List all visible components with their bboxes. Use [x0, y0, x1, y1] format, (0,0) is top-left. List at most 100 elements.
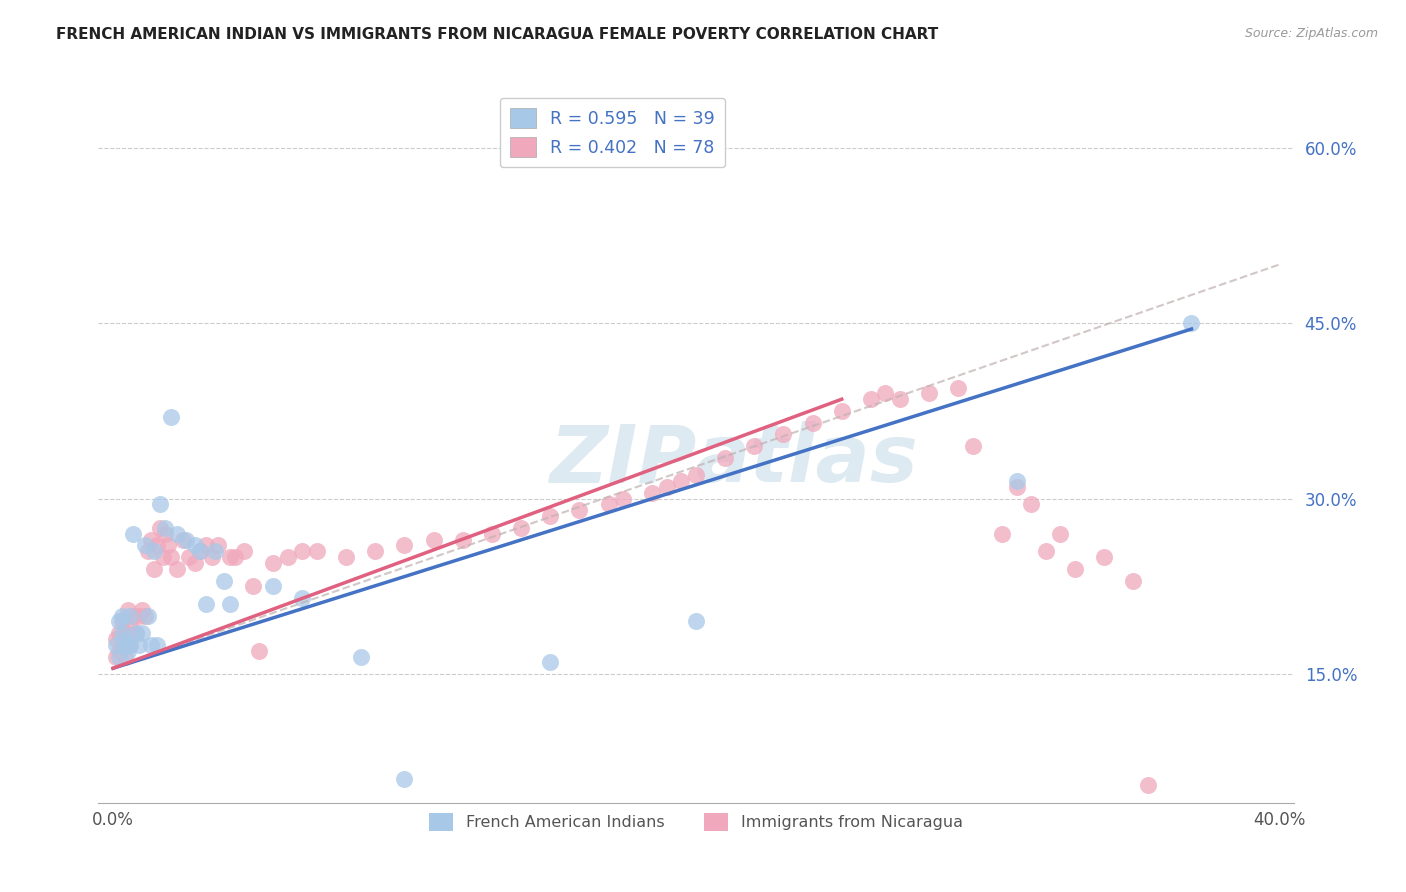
Point	[136, 608, 159, 623]
Point	[350, 649, 373, 664]
Point	[120, 638, 142, 652]
Point	[218, 550, 240, 565]
Point	[149, 521, 172, 535]
Point	[1019, 498, 1042, 512]
Point	[114, 626, 136, 640]
Text: atlas: atlas	[696, 421, 918, 500]
Point	[155, 521, 177, 535]
Point	[120, 608, 142, 623]
Text: ZIP: ZIP	[548, 421, 696, 500]
Point	[142, 562, 165, 576]
Point	[128, 608, 150, 623]
Point	[685, 468, 707, 483]
Point	[190, 544, 212, 558]
Point	[117, 603, 139, 617]
Point	[195, 597, 218, 611]
Point	[451, 533, 474, 547]
Point	[598, 498, 620, 512]
Point	[1049, 526, 1071, 541]
Point	[149, 498, 172, 512]
Point	[218, 597, 240, 611]
Point	[104, 649, 127, 664]
Point	[772, 427, 794, 442]
Point	[207, 538, 229, 552]
Point	[291, 544, 314, 558]
Point	[155, 526, 177, 541]
Point	[262, 579, 284, 593]
Point	[962, 439, 984, 453]
Point	[139, 638, 162, 652]
Point	[183, 556, 205, 570]
Point	[111, 626, 134, 640]
Point	[204, 544, 226, 558]
Point	[152, 550, 174, 565]
Point	[394, 772, 416, 787]
Point	[1180, 316, 1202, 330]
Point	[481, 526, 503, 541]
Point	[122, 608, 145, 623]
Point	[157, 538, 180, 552]
Point	[108, 644, 131, 658]
Point	[120, 620, 142, 634]
Point	[875, 386, 897, 401]
Point	[136, 544, 159, 558]
Point	[108, 626, 131, 640]
Point	[117, 644, 139, 658]
Point	[108, 615, 131, 629]
Point	[134, 538, 156, 552]
Point	[125, 626, 148, 640]
Point	[145, 638, 167, 652]
Point	[247, 644, 270, 658]
Point	[422, 533, 444, 547]
Point	[364, 544, 387, 558]
Point	[114, 632, 136, 646]
Point	[166, 526, 188, 541]
Point	[183, 538, 205, 552]
Point	[1092, 550, 1115, 565]
Point	[538, 509, 561, 524]
Point	[195, 538, 218, 552]
Point	[233, 544, 256, 558]
Point	[1136, 778, 1159, 792]
Point	[671, 474, 693, 488]
Point	[160, 409, 183, 424]
Point	[291, 591, 314, 605]
Point	[128, 638, 150, 652]
Point	[114, 649, 136, 664]
Point	[335, 550, 357, 565]
Point	[122, 526, 145, 541]
Point	[111, 608, 134, 623]
Point	[111, 638, 134, 652]
Point	[104, 632, 127, 646]
Point	[131, 603, 153, 617]
Point	[714, 450, 737, 465]
Point	[612, 491, 634, 506]
Point	[277, 550, 299, 565]
Point	[538, 656, 561, 670]
Point	[142, 544, 165, 558]
Point	[859, 392, 882, 407]
Point	[641, 485, 664, 500]
Point	[160, 550, 183, 565]
Point	[177, 550, 200, 565]
Point	[212, 574, 235, 588]
Point	[114, 638, 136, 652]
Point	[139, 533, 162, 547]
Point	[117, 638, 139, 652]
Point	[510, 521, 533, 535]
Point	[262, 556, 284, 570]
Point	[104, 638, 127, 652]
Text: FRENCH AMERICAN INDIAN VS IMMIGRANTS FROM NICARAGUA FEMALE POVERTY CORRELATION C: FRENCH AMERICAN INDIAN VS IMMIGRANTS FRO…	[56, 27, 938, 42]
Point	[394, 538, 416, 552]
Point	[889, 392, 911, 407]
Point	[1035, 544, 1057, 558]
Point	[948, 380, 970, 394]
Point	[224, 550, 246, 565]
Point	[1122, 574, 1144, 588]
Point	[145, 538, 167, 552]
Legend: French American Indians, Immigrants from Nicaragua: French American Indians, Immigrants from…	[423, 806, 969, 838]
Point	[801, 416, 824, 430]
Point	[655, 480, 678, 494]
Point	[1005, 474, 1028, 488]
Point	[918, 386, 941, 401]
